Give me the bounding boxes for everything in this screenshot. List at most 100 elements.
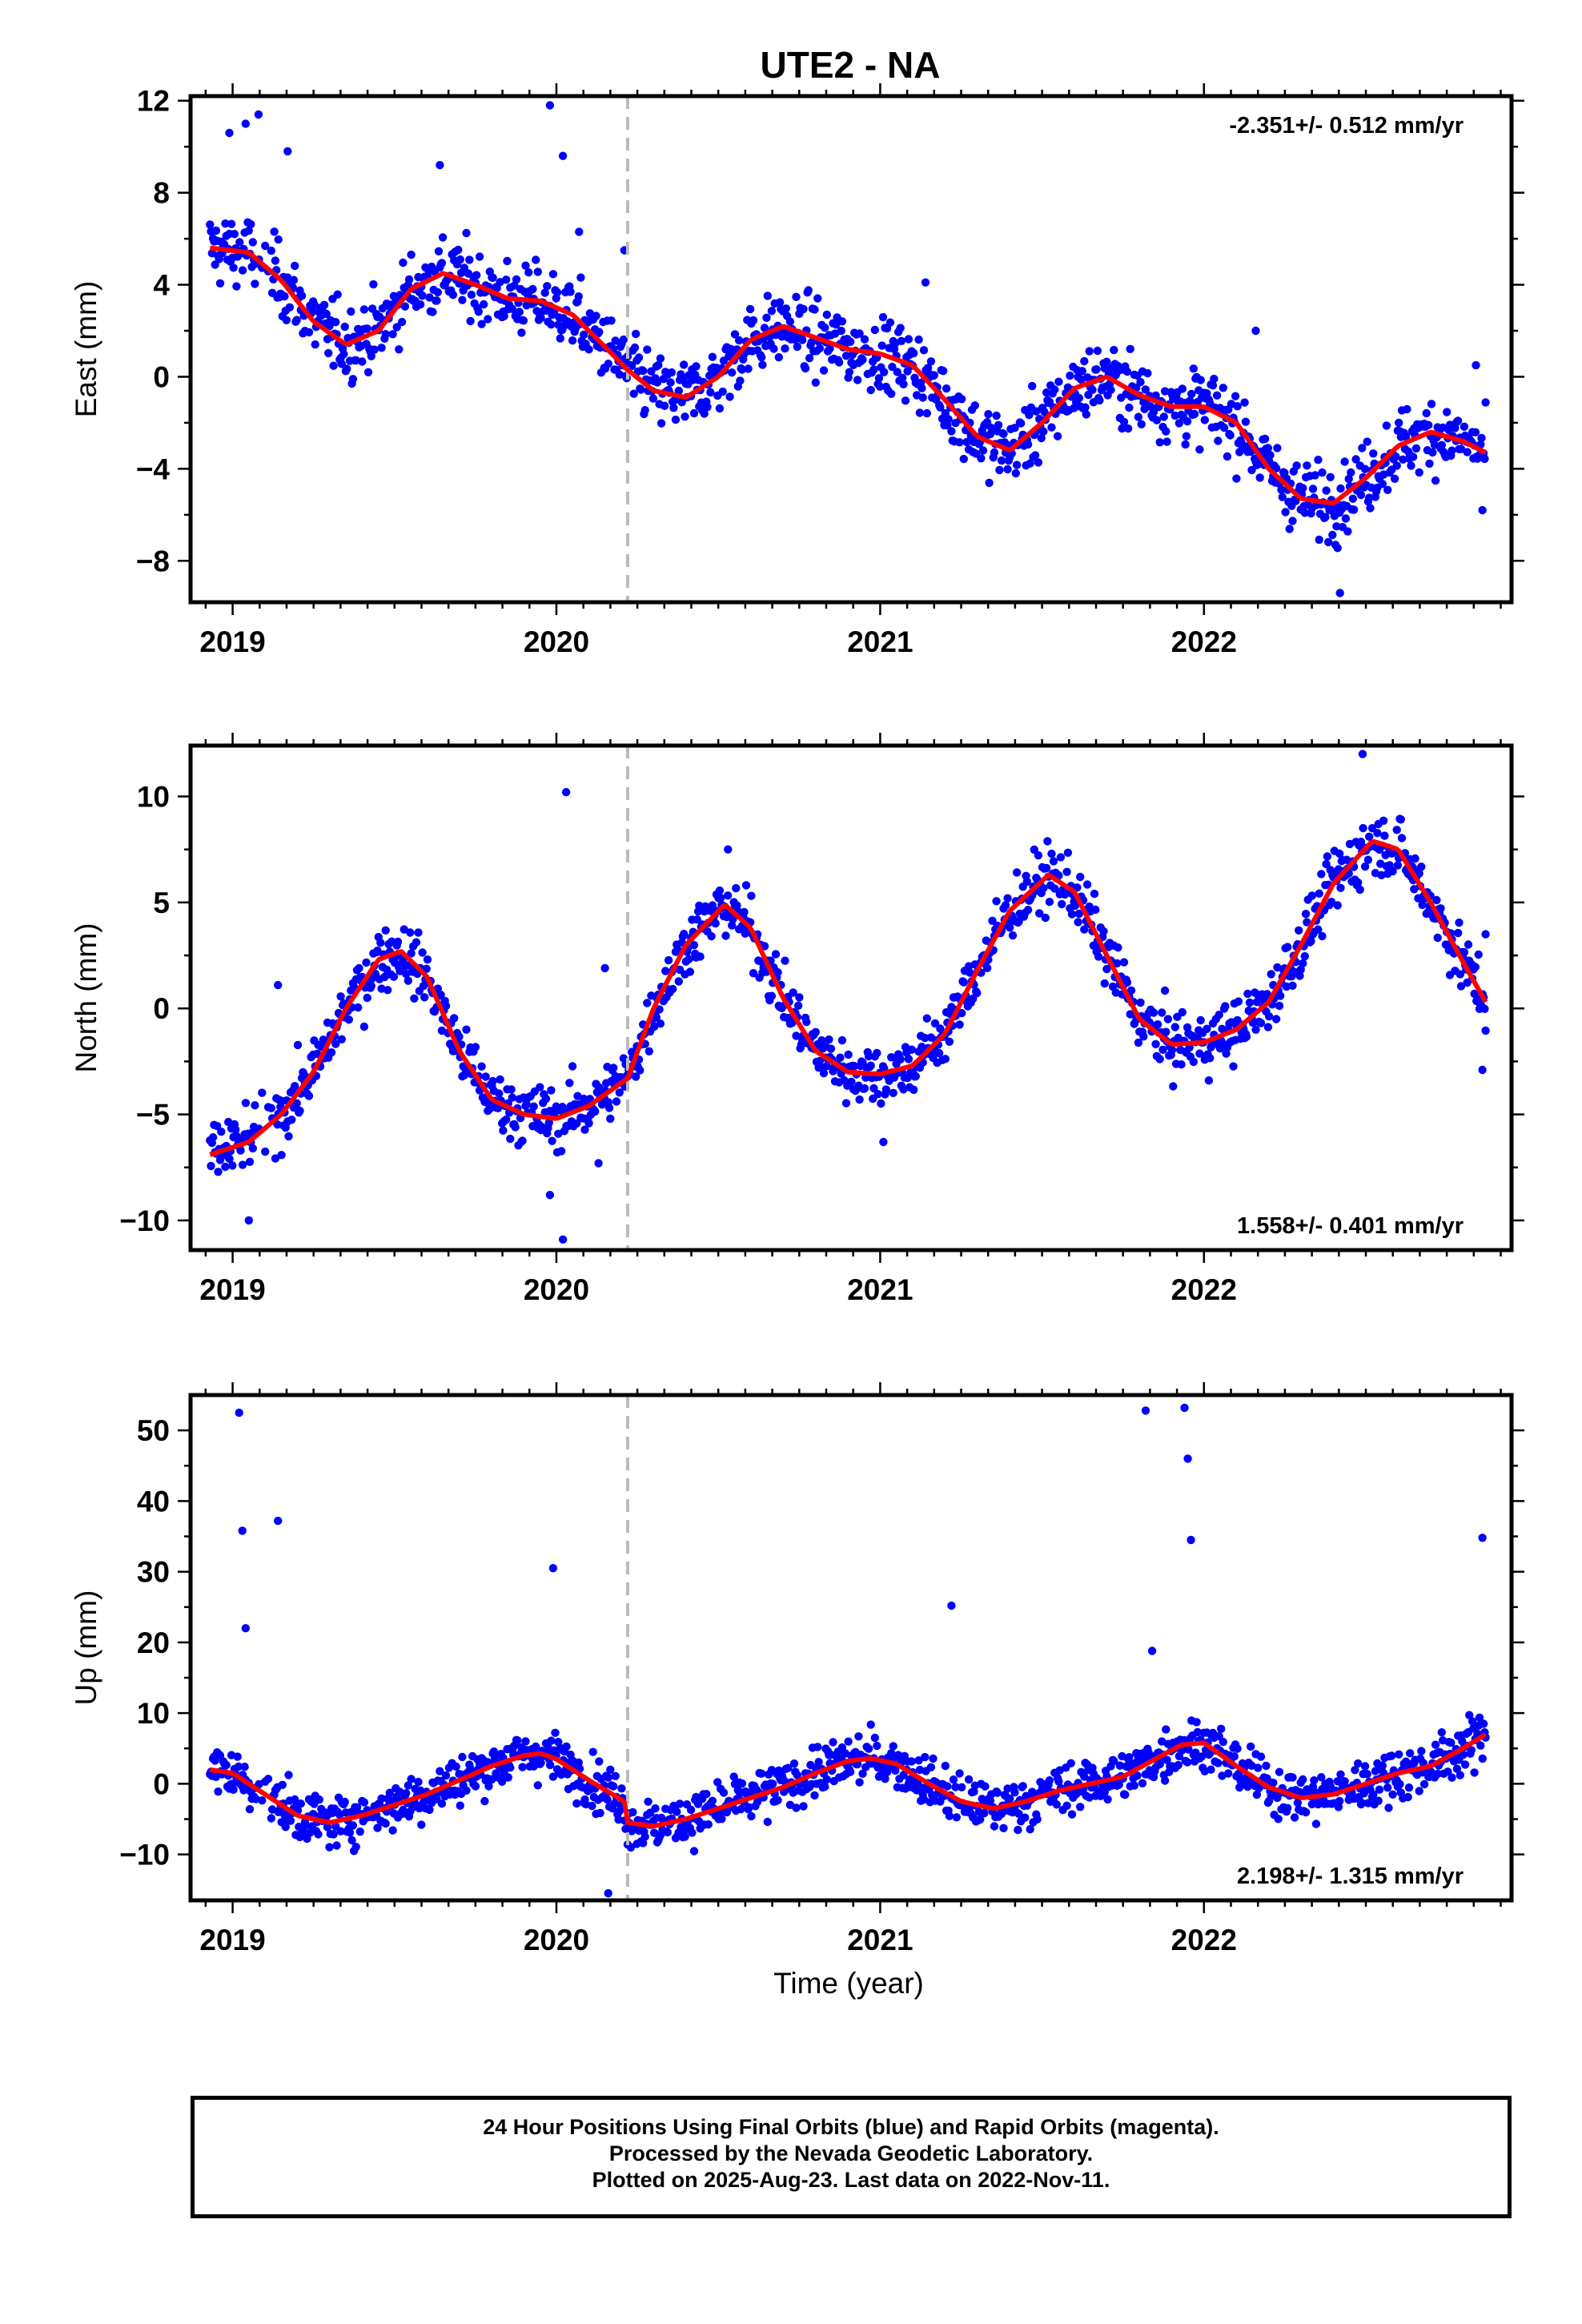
data-point (1476, 1741, 1485, 1750)
data-point (1431, 1740, 1440, 1749)
data-point (1099, 927, 1108, 936)
data-point (1285, 525, 1294, 533)
data-point (354, 1003, 363, 1012)
data-point (785, 317, 795, 326)
data-point (1341, 514, 1351, 523)
outlier-point (1478, 505, 1487, 515)
data-point (241, 1099, 251, 1108)
data-point (1454, 928, 1463, 938)
data-point (674, 977, 683, 986)
data-point (404, 275, 414, 284)
data-point (845, 1767, 855, 1776)
data-point (548, 1136, 556, 1145)
data-point (893, 368, 902, 376)
data-point (417, 1820, 426, 1829)
data-point (1039, 427, 1048, 436)
data-point (896, 1055, 905, 1064)
data-point (1363, 437, 1371, 446)
data-point (292, 316, 301, 324)
data-point (1424, 420, 1433, 429)
data-point (877, 1099, 885, 1108)
data-point (211, 1756, 219, 1765)
data-point (402, 1789, 411, 1798)
data-point (480, 300, 488, 309)
data-point (339, 349, 348, 359)
data-point (899, 380, 908, 388)
outlier-point (548, 1564, 558, 1573)
data-point (1178, 384, 1187, 393)
data-point (1093, 346, 1102, 356)
data-point (1322, 486, 1331, 495)
data-point (798, 336, 807, 344)
data-point (1143, 368, 1152, 378)
footer-box: 24 Hour Positions Using Final Orbits (bl… (191, 2096, 1512, 2218)
data-point (844, 1737, 853, 1746)
data-point (981, 1782, 990, 1791)
data-point (376, 939, 385, 947)
outlier-point (558, 1235, 568, 1244)
data-point (232, 282, 241, 291)
data-point (1017, 419, 1026, 428)
data-point (271, 256, 280, 265)
data-point (345, 1828, 355, 1837)
data-point (333, 290, 342, 299)
data-point (576, 273, 585, 282)
data-point (1045, 1776, 1054, 1785)
data-point (278, 1780, 287, 1789)
data-point (584, 1119, 593, 1128)
data-point (1233, 1744, 1242, 1753)
data-point (397, 317, 407, 327)
data-point (1383, 1783, 1392, 1792)
data-point (1033, 1815, 1042, 1823)
data-point (1307, 937, 1315, 946)
data-point (837, 326, 845, 336)
data-point (837, 317, 847, 326)
data-point (1160, 986, 1170, 995)
data-point (1425, 459, 1434, 468)
data-point (1218, 1024, 1227, 1034)
data-point (1303, 918, 1311, 927)
data-point (669, 404, 678, 412)
data-point (955, 1769, 964, 1778)
data-point (1403, 1792, 1412, 1802)
data-point (941, 1055, 950, 1063)
data-point (942, 384, 951, 393)
data-point (1070, 901, 1080, 911)
data-point (588, 1801, 596, 1811)
data-point (897, 336, 906, 345)
data-point (873, 1741, 881, 1751)
data-point (929, 1754, 938, 1763)
data-point (922, 1014, 932, 1023)
data-point (324, 348, 333, 358)
data-point (377, 1794, 386, 1803)
data-point (545, 1760, 555, 1770)
data-point (789, 988, 797, 997)
data-point (414, 928, 423, 937)
plot-frame (188, 1393, 1514, 1903)
x-tick-label: 2019 (199, 1924, 265, 1956)
data-point (1234, 997, 1243, 1006)
data-point (359, 305, 369, 314)
data-point (604, 1773, 612, 1782)
y-axis-label: East (mm) (70, 281, 102, 418)
data-point (1162, 1725, 1170, 1734)
data-point (319, 300, 329, 309)
data-point (1125, 1753, 1134, 1762)
data-point (1026, 1825, 1034, 1834)
x-tick-label: 2020 (524, 625, 589, 658)
data-point (1295, 971, 1304, 980)
data-point (1455, 918, 1464, 927)
data-point (1456, 444, 1466, 453)
data-point (1465, 1711, 1474, 1719)
data-point (1333, 901, 1342, 910)
data-point (562, 1742, 571, 1751)
data-point (1433, 1769, 1442, 1779)
data-point (407, 1775, 416, 1783)
data-point (441, 1771, 451, 1780)
data-point (1401, 432, 1411, 441)
data-point (821, 324, 829, 332)
data-point (1395, 418, 1403, 428)
data-point (412, 938, 421, 947)
data-point (1369, 449, 1378, 458)
data-point (393, 937, 403, 947)
